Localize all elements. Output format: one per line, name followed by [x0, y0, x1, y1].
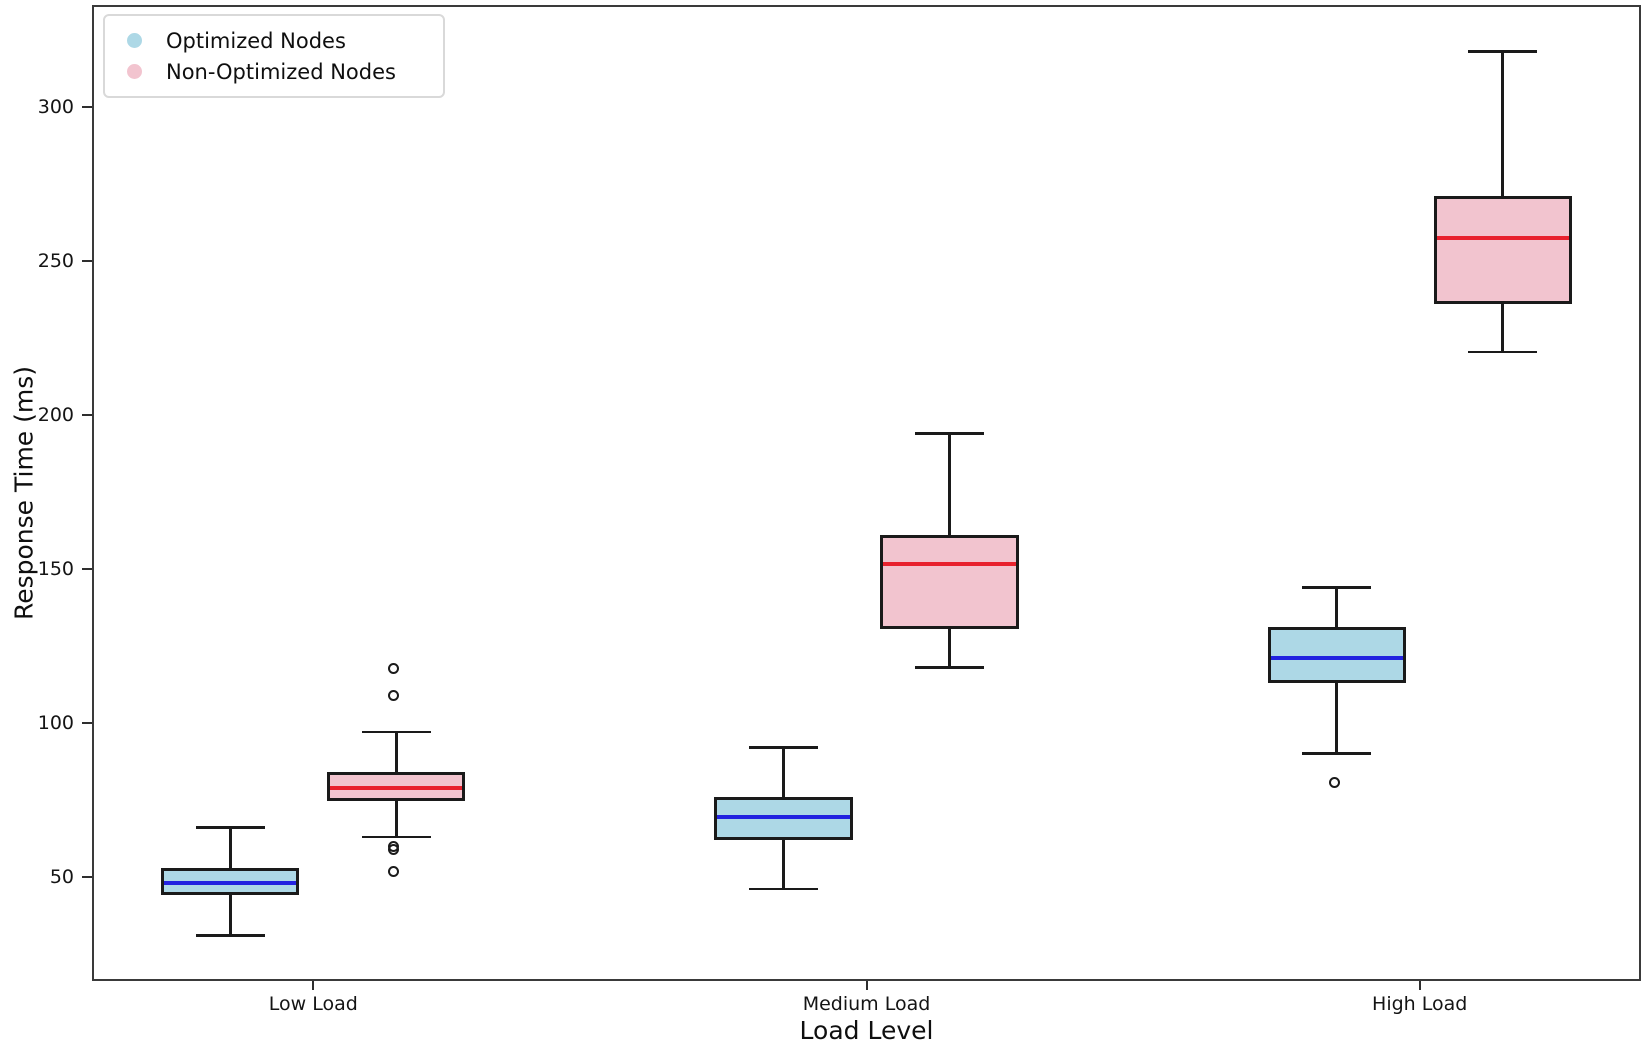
upper-whisker-optimized-nodes-medium-load: [782, 747, 785, 797]
lower-cap-optimized-nodes-high-load: [1302, 752, 1372, 755]
y-tick-mark: [82, 413, 92, 416]
lower-cap-non-optimized-nodes-high-load: [1468, 350, 1538, 354]
lower-cap-non-optimized-nodes-medium-load: [914, 666, 985, 669]
y-tick-mark: [82, 259, 92, 262]
median-optimized-nodes-high-load: [1270, 656, 1403, 661]
box-optimized-nodes-high-load: [1267, 627, 1406, 683]
median-non-optimized-nodes-low-load: [330, 785, 463, 790]
upper-cap-optimized-nodes-low-load: [195, 826, 265, 829]
lower-whisker-optimized-nodes-low-load: [229, 895, 232, 936]
plot-frame: [92, 5, 1641, 981]
outlier-non-optimized-nodes-low-load: [388, 865, 400, 877]
y-tick-label: 250: [37, 249, 74, 272]
x-tick-mark: [865, 981, 868, 990]
y-tick-mark: [82, 875, 92, 878]
upper-whisker-non-optimized-nodes-low-load: [395, 732, 398, 773]
y-tick-label: 300: [37, 95, 74, 118]
median-non-optimized-nodes-high-load: [1436, 235, 1569, 240]
outlier-non-optimized-nodes-low-load: [388, 844, 400, 856]
outlier-optimized-nodes-high-load: [1328, 776, 1340, 788]
x-tick-label: Medium Load: [802, 993, 931, 1015]
lower-whisker-optimized-nodes-high-load: [1335, 682, 1338, 754]
median-optimized-nodes-medium-load: [717, 814, 850, 819]
lower-whisker-non-optimized-nodes-medium-load: [948, 628, 951, 668]
upper-cap-optimized-nodes-high-load: [1302, 586, 1372, 589]
upper-whisker-non-optimized-nodes-medium-load: [948, 433, 951, 536]
x-tick-label: Low Load: [268, 993, 358, 1015]
outlier-non-optimized-nodes-low-load: [388, 690, 400, 702]
legend-entry-non-optimized: Non-Optimized Nodes: [127, 60, 443, 84]
upper-whisker-optimized-nodes-low-load: [229, 827, 232, 868]
legend-label-optimized: Optimized Nodes: [166, 28, 346, 53]
y-tick-mark: [82, 567, 92, 570]
box-non-optimized-nodes-medium-load: [880, 535, 1019, 629]
y-tick-mark: [82, 105, 92, 108]
upper-cap-optimized-nodes-medium-load: [748, 746, 819, 749]
optimized-marker-icon: [127, 33, 142, 48]
upper-whisker-non-optimized-nodes-high-load: [1501, 51, 1504, 197]
x-tick-mark: [1418, 981, 1421, 990]
y-tick-mark: [82, 721, 92, 724]
median-non-optimized-nodes-medium-load: [883, 562, 1016, 567]
outlier-non-optimized-nodes-low-load: [388, 662, 400, 674]
legend: Optimized Nodes Non-Optimized Nodes: [103, 14, 445, 98]
legend-entry-optimized: Optimized Nodes: [127, 29, 443, 53]
legend-label-non-optimized: Non-Optimized Nodes: [166, 59, 396, 84]
lower-whisker-non-optimized-nodes-high-load: [1501, 304, 1504, 352]
upper-cap-non-optimized-nodes-high-load: [1468, 50, 1538, 53]
lower-whisker-optimized-nodes-medium-load: [782, 839, 785, 890]
x-tick-label: High Load: [1372, 993, 1468, 1015]
upper-whisker-optimized-nodes-high-load: [1335, 587, 1338, 628]
lower-cap-optimized-nodes-medium-load: [748, 887, 819, 891]
y-tick-label: 200: [37, 403, 74, 426]
box-non-optimized-nodes-high-load: [1433, 196, 1572, 305]
upper-cap-non-optimized-nodes-medium-load: [914, 432, 985, 435]
median-optimized-nodes-low-load: [164, 881, 297, 886]
lower-whisker-non-optimized-nodes-low-load: [395, 801, 398, 837]
y-tick-label: 100: [37, 711, 74, 734]
y-tick-label: 150: [37, 557, 74, 580]
lower-cap-non-optimized-nodes-low-load: [361, 835, 431, 839]
lower-cap-optimized-nodes-low-load: [195, 934, 265, 937]
x-tick-mark: [312, 981, 315, 990]
y-axis-title: Response Time (ms): [9, 365, 39, 621]
upper-cap-non-optimized-nodes-low-load: [361, 730, 431, 734]
x-axis-title: Load Level: [799, 1016, 934, 1045]
y-tick-label: 50: [49, 865, 74, 888]
non-optimized-marker-icon: [127, 64, 142, 79]
